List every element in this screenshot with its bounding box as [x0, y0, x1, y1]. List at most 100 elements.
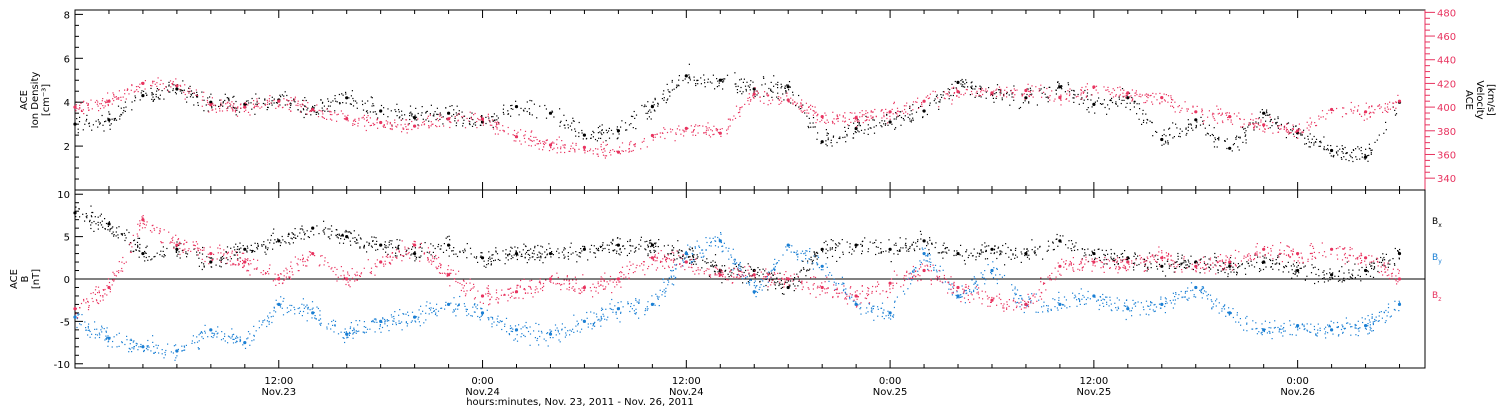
trace-dot [539, 259, 541, 261]
trace-dot [428, 127, 430, 129]
trace-dot [373, 318, 376, 320]
trace-dot [1057, 302, 1059, 304]
trace-dot [1254, 254, 1256, 256]
trace-dot [879, 122, 881, 124]
trace-dot [940, 94, 942, 96]
trace-dot [161, 349, 163, 351]
trace-dot [1378, 134, 1380, 136]
trace-dot [1155, 306, 1158, 308]
trace-dot [619, 146, 621, 148]
trace-dot [844, 291, 846, 293]
trace-dot [405, 322, 407, 324]
trace-dot [452, 250, 454, 252]
trace-dot [463, 119, 465, 121]
trace-dot [792, 102, 794, 104]
trace-dot [303, 100, 305, 102]
trace-dot [1248, 265, 1250, 267]
trace-dot [1286, 129, 1288, 131]
trace-dot [530, 145, 532, 147]
trace-dot [1267, 127, 1269, 129]
trace-dot [674, 140, 676, 142]
trace-dot [89, 221, 91, 223]
trace-dot [123, 232, 125, 235]
trace-dot [523, 110, 525, 112]
trace-dot [717, 271, 719, 273]
trace-dot [629, 142, 631, 144]
trace-dot [754, 95, 756, 98]
trace-dot [1183, 266, 1185, 269]
trace-dot [569, 246, 571, 248]
trace-dot [806, 270, 808, 272]
trace-dot [152, 100, 154, 102]
trace-dot [1258, 128, 1261, 130]
trace-dot [1294, 131, 1296, 133]
trace-dot [1143, 119, 1145, 121]
trace-dot [858, 120, 860, 122]
trace-dot [1039, 89, 1041, 91]
trace-dot [885, 108, 887, 110]
trace-dot [1047, 240, 1049, 242]
trace-dot [329, 110, 331, 112]
trace-dot [1368, 107, 1370, 109]
trace-dot [289, 304, 291, 306]
trace-dot [1002, 244, 1004, 247]
trace-dot [985, 250, 987, 252]
trace-dot [857, 119, 859, 121]
trace-dot [248, 102, 250, 104]
trace-dot [150, 87, 152, 89]
trace-dot [816, 258, 818, 260]
trace-dot [899, 250, 901, 252]
trace-dot [1149, 308, 1151, 310]
velocity-ylabel-2: Velocity [1474, 80, 1485, 119]
trace-dot [124, 239, 126, 242]
trace-dot [620, 301, 622, 303]
trace-dot [267, 247, 269, 249]
trace-dot [722, 88, 724, 90]
trace-dot [134, 243, 136, 246]
trace-dot [1367, 325, 1369, 327]
trace-dot [520, 328, 522, 330]
trace-dot [423, 120, 425, 122]
trace-dot [1081, 248, 1083, 250]
trace-dot [729, 125, 731, 127]
data-point [209, 103, 213, 107]
trace-dot [1106, 113, 1108, 115]
trace-dot [825, 252, 827, 254]
trace-dot [104, 121, 106, 123]
trace-dot [211, 332, 213, 334]
trace-dot [305, 99, 307, 102]
trace-dot [1083, 99, 1085, 101]
trace-dot [870, 115, 872, 117]
trace-dot [825, 122, 827, 124]
trace-dot [1150, 263, 1152, 265]
trace-dot [383, 107, 385, 109]
trace-dot [770, 88, 772, 90]
trace-dot [1253, 123, 1255, 126]
trace-dot [1342, 107, 1344, 109]
trace-dot [777, 81, 779, 83]
trace-dot [1328, 109, 1330, 111]
trace-dot [1358, 269, 1360, 271]
trace-dot [540, 257, 542, 259]
trace-dot [1271, 338, 1273, 340]
trace-dot [545, 117, 548, 119]
trace-dot [565, 119, 567, 122]
trace-dot [944, 98, 946, 100]
trace-dot [210, 336, 213, 338]
trace-dot [345, 116, 347, 118]
trace-dot [979, 85, 981, 87]
trace-dot [507, 253, 509, 256]
trace-dot [1245, 130, 1247, 132]
trace-dot [352, 97, 354, 100]
trace-dot [1291, 277, 1293, 279]
trace-dot [1295, 125, 1297, 127]
trace-dot [743, 271, 745, 274]
trace-dot [1374, 318, 1376, 321]
trace-dot [264, 98, 266, 100]
trace-dot [712, 265, 714, 267]
trace-dot [1228, 112, 1230, 114]
trace-dot [814, 106, 816, 108]
trace-dot [786, 95, 788, 97]
trace-dot [457, 308, 459, 310]
trace-dot [120, 107, 122, 109]
